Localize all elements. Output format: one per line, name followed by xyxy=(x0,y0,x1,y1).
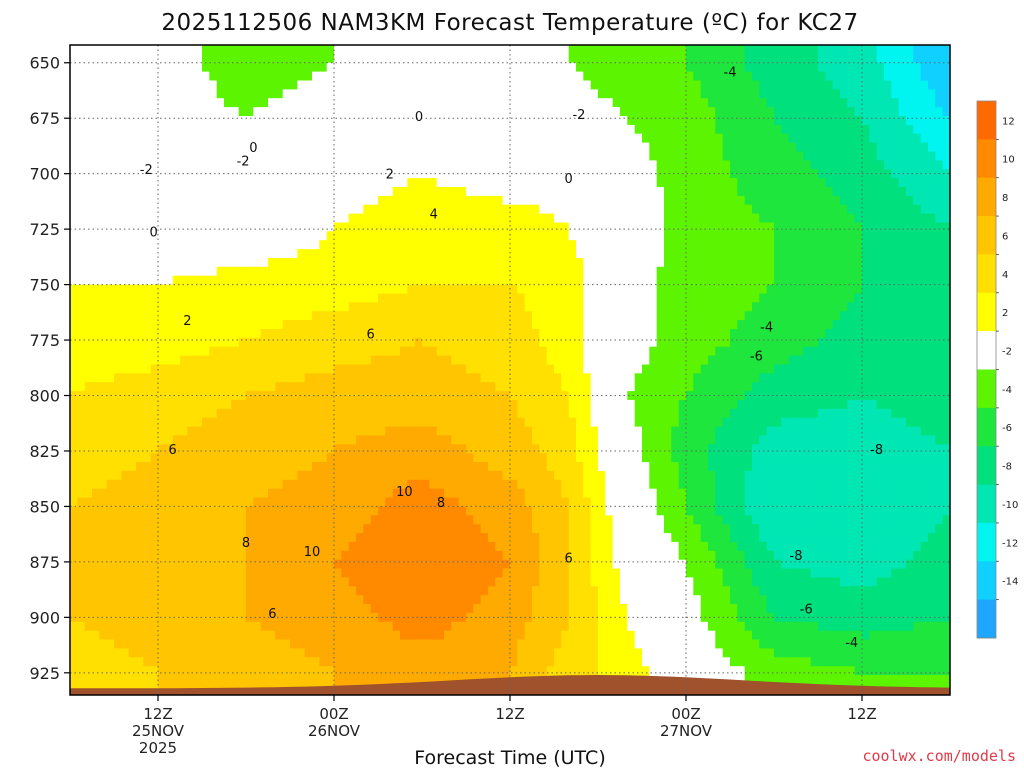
colorbar-label: 12 xyxy=(1002,116,1015,127)
colorbar-segment xyxy=(977,216,996,255)
colorbar-label: -14 xyxy=(1002,577,1018,588)
temperature-field xyxy=(70,45,950,695)
x-tick-label: 12Z xyxy=(847,705,876,723)
contour-label: -2 xyxy=(572,108,585,123)
contour-label: -8 xyxy=(870,443,883,458)
contour-label: -8 xyxy=(790,549,803,564)
colorbar-label: -8 xyxy=(1002,462,1012,473)
y-tick-label: 750 xyxy=(29,276,60,295)
x-tick-label: 12Z xyxy=(143,705,172,723)
colorbar-segment xyxy=(977,254,996,294)
chart-title: 2025112506 NAM3KM Forecast Temperature (… xyxy=(161,10,858,36)
x-tick-label: 12Z xyxy=(495,705,524,723)
colorbar-segment xyxy=(977,331,996,370)
colorbar-label: -10 xyxy=(1002,500,1018,511)
contour-label: -6 xyxy=(750,350,763,365)
contour-label: -4 xyxy=(845,636,858,651)
colorbar-label: 6 xyxy=(1002,231,1008,242)
colorbar-segment xyxy=(977,407,996,447)
contour-label: 8 xyxy=(242,536,250,551)
x-tick-label: 27NOV xyxy=(660,722,713,740)
colorbar-label: 10 xyxy=(1002,155,1015,166)
grid-lines xyxy=(70,45,950,695)
y-tick-label: 825 xyxy=(29,442,60,461)
colorbar-segment xyxy=(977,369,996,409)
watermark-link[interactable]: coolwx.com/models xyxy=(862,747,1016,765)
colorbar-segment xyxy=(977,561,996,601)
contour-label: 2 xyxy=(183,314,191,329)
y-tick-label: 850 xyxy=(29,497,60,516)
plot-area xyxy=(70,45,950,695)
contour-label: 10 xyxy=(304,545,321,560)
y-axis: 650 675 700 725 750 775 800 825 850 875 900 925 xyxy=(29,54,70,683)
y-tick-label: 675 xyxy=(29,109,60,128)
colorbar-label: -12 xyxy=(1002,538,1018,549)
colorbar: 12 10 8 6 4 2 -2 -4 -6 -8 -10 -12 -14 xyxy=(976,100,1018,639)
y-tick-label: 650 xyxy=(29,54,60,73)
colorbar-label: 8 xyxy=(1002,193,1008,204)
colorbar-label: 2 xyxy=(1002,308,1008,319)
contour-label: -2 xyxy=(140,163,153,178)
contour-label: 6 xyxy=(565,551,573,566)
y-tick-label: 925 xyxy=(29,664,60,683)
contour-label: 6 xyxy=(268,607,276,622)
y-tick-label: 900 xyxy=(29,608,60,627)
colorbar-label: -6 xyxy=(1002,423,1012,434)
colorbar-label: 4 xyxy=(1002,270,1008,281)
y-tick-label: 775 xyxy=(29,331,60,350)
contour-label: -4 xyxy=(760,321,773,336)
y-tick-label: 700 xyxy=(29,165,60,184)
colorbar-segment xyxy=(977,446,996,486)
contour-label: -2 xyxy=(237,154,250,169)
contour-label: 0 xyxy=(415,110,423,125)
contour-label: 6 xyxy=(367,327,375,342)
y-tick-label: 725 xyxy=(29,220,60,239)
x-tick-label: 00Z xyxy=(319,705,348,723)
colorbar-label: -2 xyxy=(1002,347,1012,358)
colorbar-segment xyxy=(977,599,996,639)
contour-label: 8 xyxy=(437,496,445,511)
contour-label: 10 xyxy=(396,485,413,500)
contour-label: 6 xyxy=(169,443,177,458)
x-tick-label: 25NOV xyxy=(132,722,185,740)
colorbar-label: -4 xyxy=(1002,385,1012,396)
contour-label: 4 xyxy=(430,208,438,223)
colorbar-segment xyxy=(977,522,996,562)
colorbar-segment xyxy=(977,292,996,332)
y-tick-label: 800 xyxy=(29,387,60,406)
contour-label: 2 xyxy=(386,168,394,183)
colorbar-segment xyxy=(977,101,996,140)
colorbar-segment xyxy=(977,484,996,524)
contour-label: -6 xyxy=(800,602,813,617)
contour-label: 0 xyxy=(149,225,157,240)
x-tick-label: 26NOV xyxy=(308,722,361,740)
contour-label: -4 xyxy=(724,66,737,81)
x-axis-label: Forecast Time (UTC) xyxy=(414,747,605,768)
colorbar-segment xyxy=(977,139,996,179)
contour-label: 0 xyxy=(565,172,573,187)
colorbar-segment xyxy=(977,177,996,217)
x-tick-label: 00Z xyxy=(671,705,700,723)
x-tick-label: 2025 xyxy=(139,739,177,757)
y-tick-label: 875 xyxy=(29,553,60,572)
contour-label: 0 xyxy=(249,141,257,156)
